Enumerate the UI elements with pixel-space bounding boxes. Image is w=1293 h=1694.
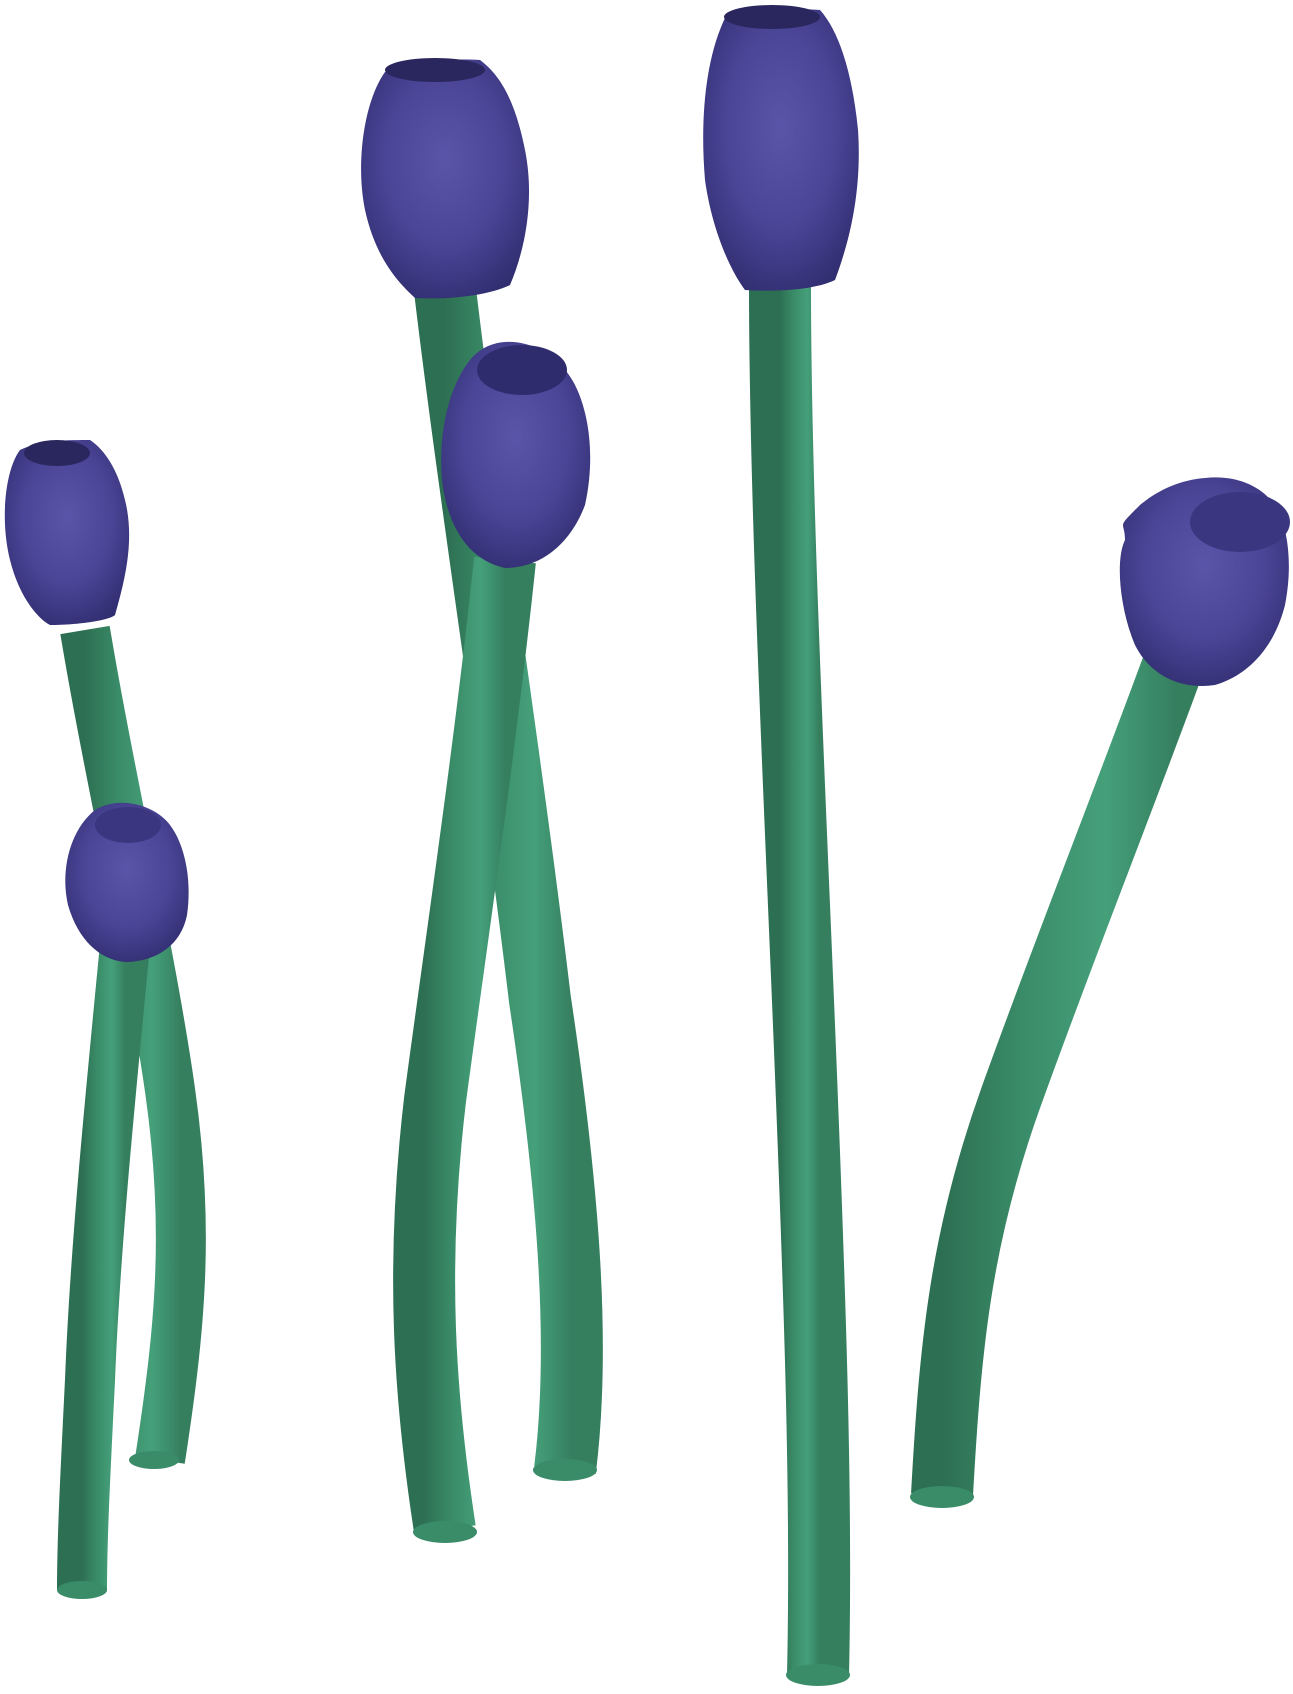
stalk-4-bud-opening [477,345,567,395]
stalk-3-bud-opening [385,58,485,82]
stalk-4-stem-end [413,1521,477,1543]
stalk-1-bud [5,440,129,625]
stalk-6-stem-end [910,1486,974,1508]
stalk-5-stem-end [786,1664,850,1686]
stalk-3-bud [361,60,529,299]
stalk-2-bud-opening [95,807,161,843]
stalk-5 [703,5,859,1686]
stalk-1-bud-opening [24,440,90,466]
stalk-6-stem [942,660,1175,1495]
stalk-2-stem [82,945,125,1590]
stalk-5-bud-opening [724,5,820,29]
stalk-6 [910,477,1290,1508]
stalk-1-stem-end [129,1451,179,1469]
stalk-6-bud-opening [1190,492,1290,552]
stalk-2-stem-end [57,1581,107,1599]
stalk-5-bud [703,9,859,290]
stalk-3-stem-end [533,1459,597,1481]
stalk-4-stem [424,560,505,1530]
stalk-5-stem [780,285,819,1675]
